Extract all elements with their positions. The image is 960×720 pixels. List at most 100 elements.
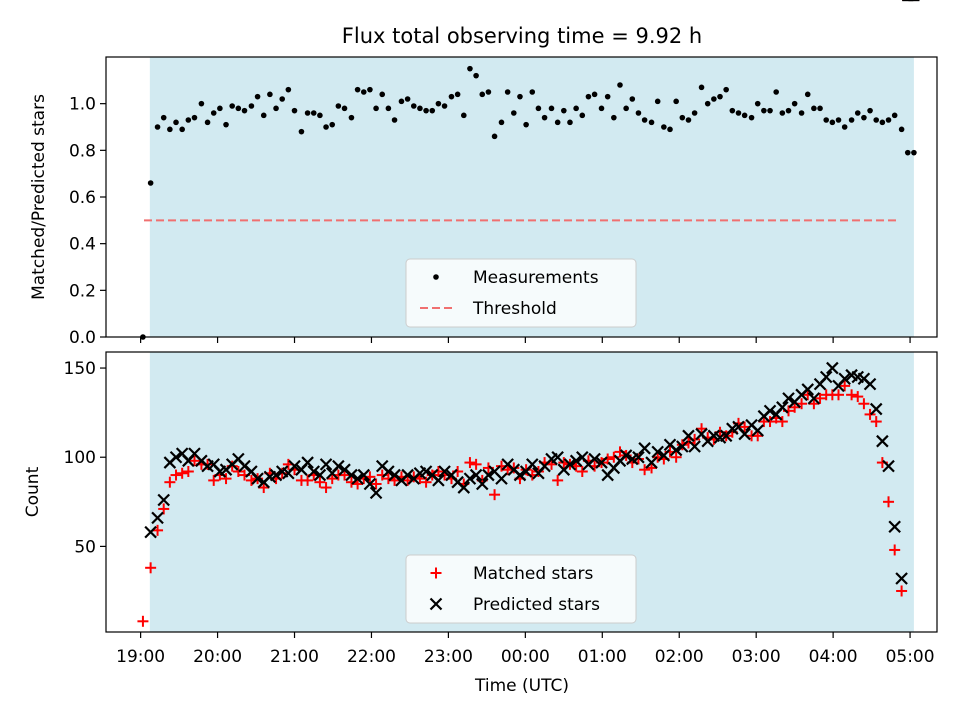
measurement-point	[273, 105, 279, 112]
measurement-point	[241, 107, 248, 114]
measurement-point	[561, 107, 567, 114]
measurement-point	[535, 105, 542, 112]
measurement-point	[335, 103, 342, 109]
measurement-point	[698, 84, 705, 91]
top-x-ticks	[140, 337, 911, 343]
predicted-star-marker	[676, 440, 689, 453]
measurement-point	[479, 91, 486, 98]
x-axis-label: Time (UTC)	[474, 676, 569, 696]
bottom-x-ticks: 19:00 20:00 21:00 22:00 23:00 00:00 01:00 02:00…	[116, 632, 935, 667]
measurement-point	[567, 119, 573, 126]
measurement-point	[467, 65, 473, 72]
matched-star-marker	[846, 389, 858, 401]
legend-label: Threshold	[472, 299, 557, 319]
top-y-tick-label: 1.0	[69, 95, 96, 115]
measurement-point	[735, 110, 742, 116]
measurement-point	[691, 110, 698, 116]
measurement-point	[217, 105, 223, 112]
measurement-point	[154, 124, 161, 130]
measurement-point	[748, 114, 755, 121]
matched-star-marker	[883, 496, 895, 508]
matched-star-marker	[676, 439, 688, 451]
measurement-point	[848, 117, 855, 123]
measurement-point	[661, 124, 667, 130]
measurement-point	[529, 89, 536, 95]
predicted-star-marker	[819, 370, 833, 384]
matched-star-marker	[889, 544, 901, 556]
predicted-star-marker	[807, 392, 821, 405]
x-tick-label: 05:00	[886, 647, 935, 667]
measurement-point	[723, 86, 729, 93]
matched-star-marker	[852, 391, 864, 403]
matched-star-marker	[532, 465, 544, 477]
measurement-point	[223, 121, 229, 128]
matched-star-marker	[696, 423, 708, 435]
matched-star-marker	[639, 464, 651, 476]
bottom-y-axis-label: Count	[23, 466, 43, 517]
matched-star-marker	[232, 465, 244, 477]
matched-star-marker	[789, 401, 801, 413]
matched-star-marker	[764, 416, 776, 428]
bottom-y-tick-label: 100	[64, 448, 96, 468]
matched-star-marker	[752, 430, 764, 442]
predicted-star-marker	[563, 458, 577, 471]
measurement-point	[310, 110, 317, 116]
measurement-point	[423, 107, 429, 114]
measurement-point	[360, 89, 367, 95]
measurement-point	[629, 96, 636, 102]
measurement-point	[279, 96, 286, 102]
matched-star-marker	[470, 458, 482, 470]
measurement-point	[623, 105, 629, 112]
predicted-star-marker	[157, 493, 170, 507]
legend-label: Matched stars	[473, 564, 593, 584]
predicted-star-marker	[475, 477, 489, 491]
measurement-point	[891, 112, 898, 119]
predicted-star-marker	[269, 468, 283, 482]
measurement-point	[804, 91, 811, 98]
measurement-point	[654, 98, 661, 105]
x-tick-label: 01:00	[578, 647, 627, 667]
predicted-star-marker	[595, 456, 608, 469]
measurement-point	[204, 119, 211, 126]
top-y-tick-label: 0.8	[69, 141, 96, 161]
predicted-star-marker	[401, 468, 414, 482]
predicted-star-marker	[801, 383, 815, 396]
measurement-point	[598, 105, 605, 112]
measurement-point	[717, 93, 723, 100]
measurement-point	[498, 119, 505, 126]
measurement-point	[504, 89, 511, 95]
chart-title: Flux total observing time = 9.92 h	[342, 24, 702, 48]
measurement-point	[429, 107, 436, 114]
measurement-point	[229, 103, 235, 109]
measurement-point	[254, 93, 261, 100]
matched-star-marker	[646, 462, 658, 474]
measurement-point	[385, 105, 392, 112]
measurement-point	[879, 119, 886, 126]
predicted-star-marker	[307, 465, 321, 478]
measurement-point	[285, 86, 292, 93]
matched-star-marker	[833, 389, 845, 401]
matched-star-marker	[420, 476, 432, 488]
predicted-star-marker	[688, 440, 701, 453]
matched-star-marker	[352, 478, 364, 490]
predicted-star-marker	[144, 525, 157, 539]
predicted-star-marker	[469, 468, 483, 482]
predicted-star-marker	[569, 454, 583, 468]
measurement-point	[667, 126, 673, 133]
measurement-point	[648, 119, 655, 126]
x-tick-label: 20:00	[193, 647, 242, 667]
predicted-star-marker	[876, 434, 889, 448]
predicted-star-marker	[895, 572, 908, 585]
top-y-ticks: 0.0 0.2 0.4 0.6 0.8 1.0	[69, 95, 106, 348]
legend-predicted-swatch	[429, 597, 443, 611]
predicted-star-marker	[551, 450, 564, 464]
top-y-axis-label: Matched/Predicted stars	[29, 94, 49, 300]
predicted-star-marker	[738, 427, 751, 441]
matched-star-marker	[258, 482, 270, 494]
measurement-point	[304, 110, 311, 116]
predicted-star-marker	[869, 402, 883, 416]
bottom-y-ticks: 50 100 150	[64, 359, 106, 557]
measurement-point	[341, 105, 348, 112]
predicted-star-marker	[638, 442, 651, 455]
